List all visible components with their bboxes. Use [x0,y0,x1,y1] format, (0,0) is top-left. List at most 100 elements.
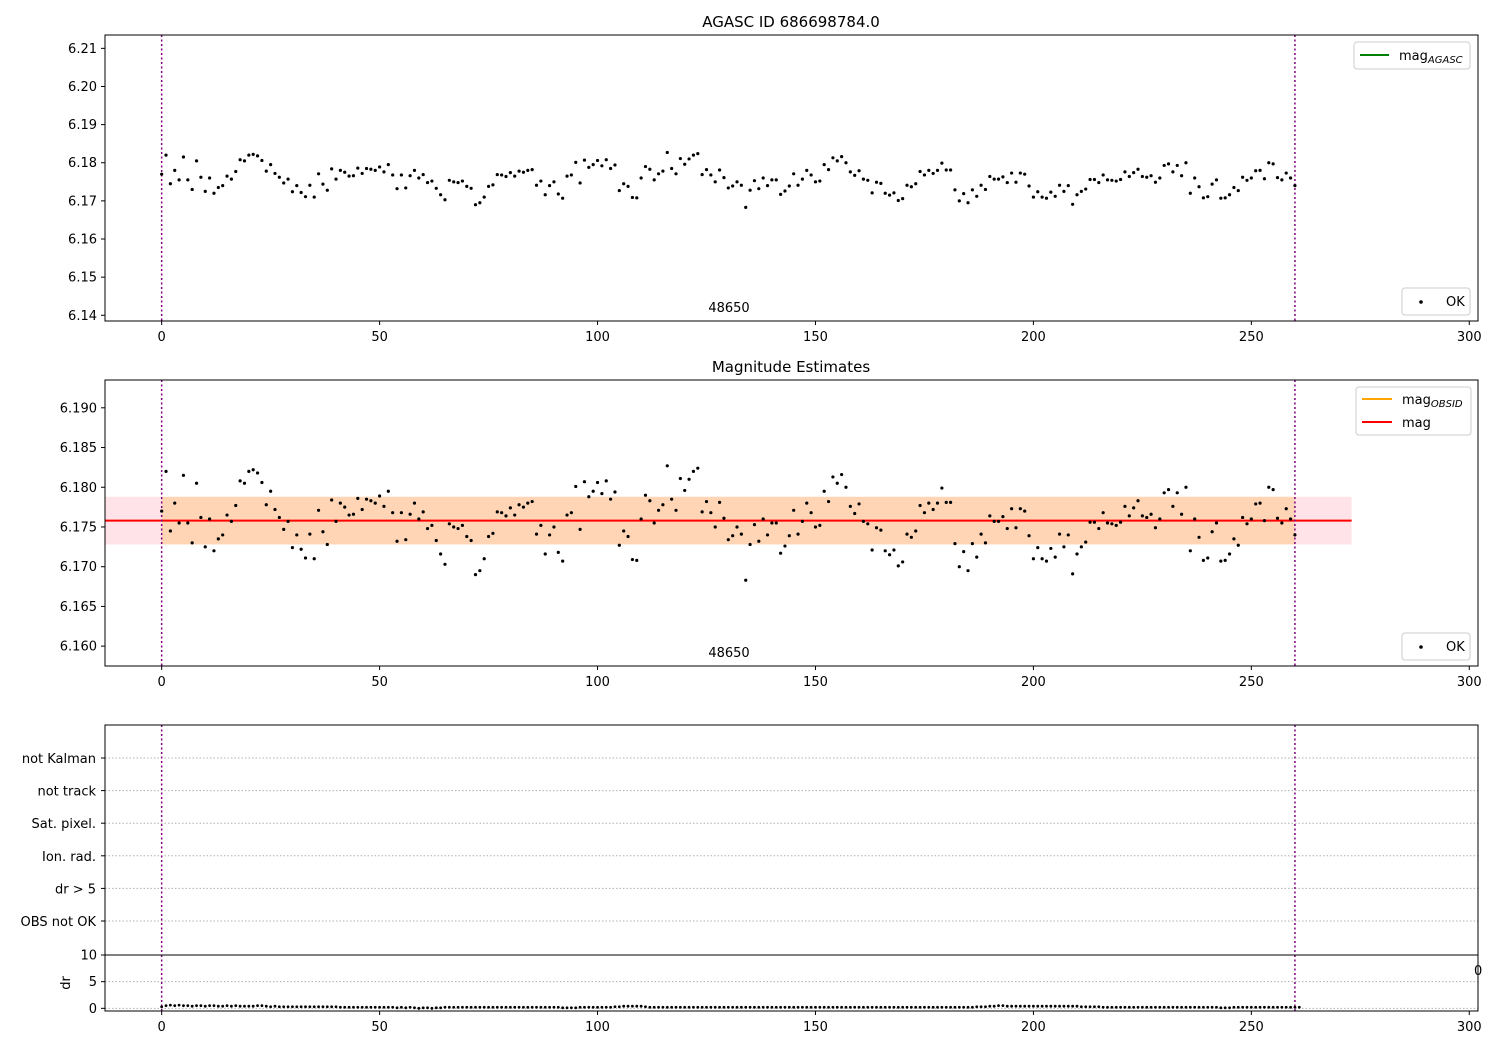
data-point [190,187,194,192]
flag-label: Sat. pixel. [32,817,96,832]
legend-label-mag-agasc: magAGASC [1399,49,1463,66]
data-point [1153,526,1158,530]
data-point [404,538,408,542]
data-point [569,1006,573,1010]
data-point [831,156,835,160]
data-point [975,1005,979,1009]
data-point [408,512,412,516]
data-point [391,173,395,177]
data-point [883,549,887,553]
data-point [822,489,826,493]
data-point [1101,511,1105,515]
data-point [979,532,983,536]
data-point [474,1005,477,1009]
data-point [565,1006,569,1010]
data-point [561,559,565,563]
data-point [887,553,892,557]
data-point [1267,485,1271,489]
x-tick-label: 150 [803,1020,828,1035]
data-point [1197,185,1201,189]
data-point [343,170,347,174]
data-point [303,556,308,560]
data-point [809,173,813,177]
data-point [264,503,268,507]
data-point [1123,504,1127,508]
data-point [1188,549,1192,553]
data-point [1110,522,1114,526]
y-tick-label: 6.175 [60,520,97,535]
data-point [1040,195,1044,199]
data-point [1062,189,1066,193]
data-point [338,501,342,505]
data-point [561,196,565,200]
y-tick-label: 6.18 [68,156,97,171]
data-point [521,505,526,509]
data-point [1123,170,1127,174]
data-point [630,195,635,200]
legend-upper: magOBSID mag [1355,386,1472,436]
data-point [534,183,539,187]
data-point [953,542,957,546]
data-point [1136,499,1140,503]
data-point [199,175,203,179]
data-point [691,153,696,157]
data-point [1114,179,1118,183]
data-point [949,1005,952,1009]
data-point [595,480,600,485]
x-tick-label: 200 [1021,675,1046,690]
y-tick-label: 5 [89,975,97,990]
data-point [343,505,347,509]
data-point [1145,175,1149,179]
data-point [1241,175,1245,179]
data-point [1171,504,1175,508]
data-point [308,183,312,187]
data-point [604,158,608,162]
x-tick-label: 50 [371,330,388,345]
data-point [814,1005,817,1009]
x-tick-label: 0 [158,675,166,690]
x-tick-label: 300 [1457,330,1482,345]
data-point [1031,195,1036,199]
data-point [840,472,844,477]
data-point [238,158,242,162]
data-point [356,166,360,170]
data-point [1097,1005,1101,1009]
data-point [473,203,478,207]
data-point [652,178,656,182]
data-point [1032,1004,1035,1008]
data-point [678,476,682,481]
data-point [186,1004,190,1008]
data-point [783,189,787,193]
data-point [1145,515,1149,520]
data-point [617,1005,621,1009]
data-point [574,484,578,489]
data-point [831,475,835,479]
data-point [1241,1005,1245,1009]
data-point [1171,1005,1175,1009]
data-point [818,179,822,183]
data-point [848,1005,852,1009]
data-point [670,1005,674,1009]
data-point [805,501,809,505]
data-point [561,1006,565,1010]
data-point [609,1005,613,1009]
data-point [609,497,613,501]
data-point [970,542,974,546]
data-point [957,565,961,569]
data-point [600,1005,604,1009]
data-point [970,188,974,192]
data-point [208,176,212,180]
data-point [726,1005,730,1009]
data-point [705,1005,708,1009]
data-point [230,1004,233,1008]
data-point [631,1004,634,1008]
data-point [282,1005,286,1009]
data-point [787,184,791,188]
data-point [1223,196,1227,200]
data-point [369,499,373,503]
data-point [269,163,273,167]
data-point [360,507,364,512]
data-point [979,183,983,187]
data-point [687,157,691,161]
data-point [421,172,425,177]
